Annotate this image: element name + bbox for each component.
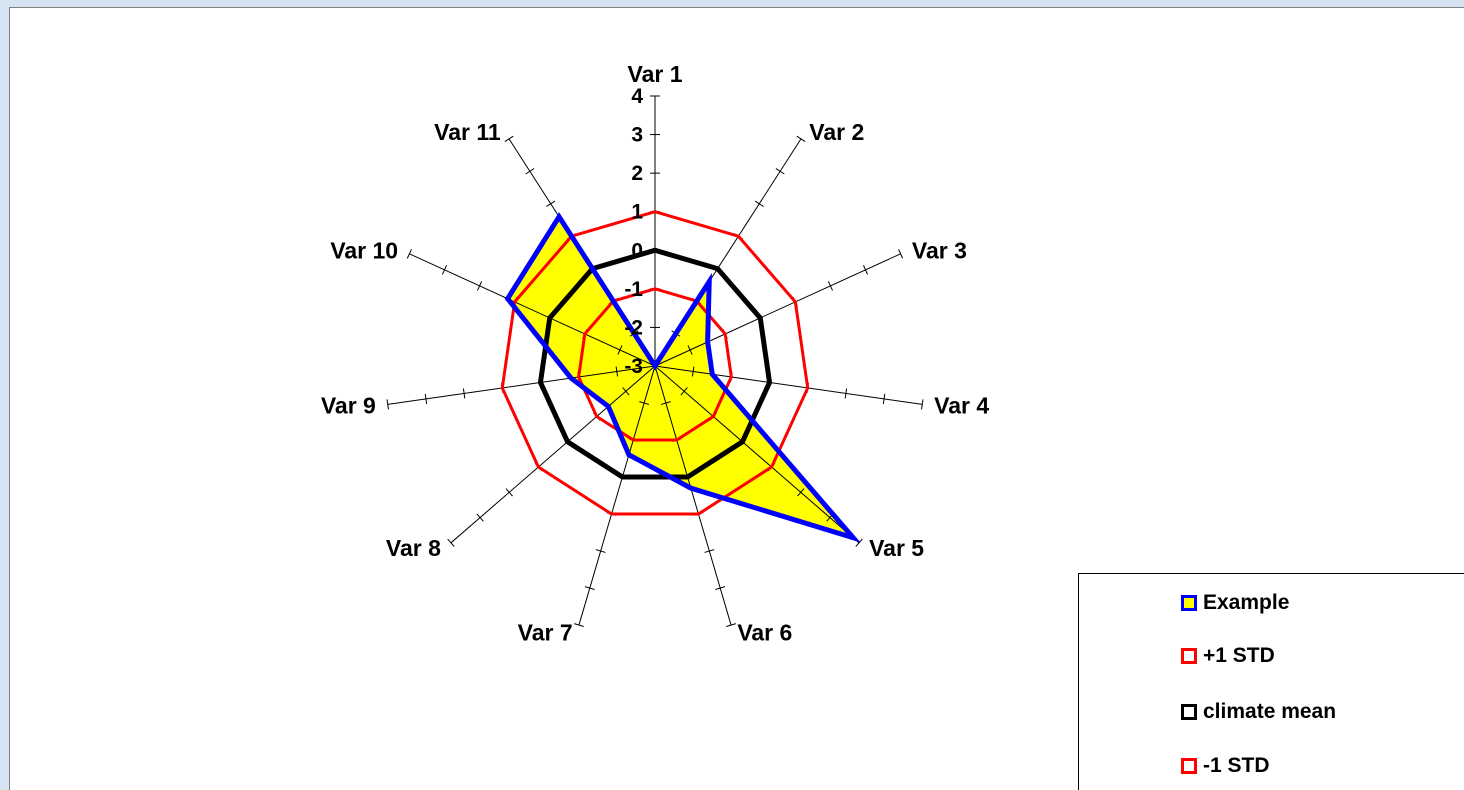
axis-var-10 [409,253,656,367]
axis-tick [504,135,514,142]
legend-item-climate-mean: climate mean [1181,700,1336,724]
legend-item-minus-1-std: -1 STD [1181,754,1270,778]
axis-tick [775,168,785,175]
category-label-var-4: Var 4 [934,393,989,419]
axis-tick [462,388,466,399]
series-example-fill [507,216,854,538]
axis-tick [704,549,715,553]
legend-swatch-plus-1-std [1181,648,1197,664]
axis-tick [546,200,556,207]
axis-tick [477,281,483,291]
category-label-var-9: Var 9 [321,393,376,419]
axis-tick [921,399,924,410]
category-label-var-1: Var 1 [628,61,683,87]
axis-var-6 [654,365,732,626]
axis-tick [862,265,869,275]
legend-label-climate-mean: climate mean [1203,700,1337,723]
legend: Example +1 STD climate mean -1 STD [1078,573,1464,790]
category-label-var-8: Var 8 [386,535,441,561]
axis-tick [639,401,650,405]
legend-swatch-example [1181,595,1197,611]
axis-tick [584,586,595,590]
radial-tick-label: 1 [631,201,643,224]
legend-label-minus-1-std: -1 STD [1203,754,1270,777]
axis-tick [898,249,904,259]
axis-tick [525,168,535,175]
legend-swatch-minus-1-std [1181,758,1197,774]
radial-tick-label: -2 [624,316,643,339]
series-climate-mean-line [537,247,773,480]
axis-tick [827,281,833,291]
axis-tick [424,393,428,404]
axis-tick [406,249,412,259]
axis-var-3 [654,253,901,367]
axis-tick [844,388,848,399]
axis-tick [726,623,737,627]
radial-tick-label: 0 [631,239,643,262]
legend-item-plus-1-std: +1 STD [1181,644,1275,668]
axis-var-9 [387,365,656,405]
category-label-var-6: Var 6 [737,620,792,646]
radial-tick-label: -1 [624,278,643,301]
axis-tick [441,265,448,275]
axis-tick [796,135,806,142]
category-label-var-3: Var 3 [912,238,967,264]
axis-tick [855,538,863,547]
axis-tick [595,549,606,553]
axis-tick [680,387,688,396]
category-label-var-2: Var 2 [809,119,864,145]
category-label-var-11: Var 11 [434,119,501,145]
series-minus-1-std-line [577,287,733,442]
axis-tick [505,488,513,497]
axis-tick [754,200,764,207]
axis-tick [386,399,389,410]
radial-tick-label: 2 [631,162,643,185]
series-plusminus-1-std-line [500,210,810,516]
axis-tick [882,393,886,404]
axis-tick [622,387,630,396]
axis-tick [447,538,455,547]
axis-var-8 [450,365,656,544]
axis-tick [715,586,726,590]
axis-tick [615,366,619,377]
axis-tick [797,488,805,497]
axis-var-4 [654,365,923,405]
axis-tick [691,366,695,377]
radial-tick-label: 3 [631,124,643,147]
legend-label-example: Example [1203,591,1290,614]
legend-label-plus-1-std: +1 STD [1203,644,1275,667]
legend-item-example: Example [1181,591,1289,615]
radial-tick-label: -3 [624,355,643,378]
axis-var-7 [578,365,656,626]
radial-tick-label: 4 [631,85,643,108]
category-label-var-7: Var 7 [518,620,573,646]
axis-tick [476,513,484,522]
axis-tick [660,401,671,405]
category-label-var-5: Var 5 [869,535,924,561]
axis-tick [687,345,693,355]
series-example-line [504,212,861,543]
legend-swatch-climate-mean [1181,704,1197,720]
axis-var-5 [654,365,860,544]
axis-tick [573,623,584,627]
category-label-var-10: Var 10 [330,238,398,264]
axis-tick [617,345,623,355]
